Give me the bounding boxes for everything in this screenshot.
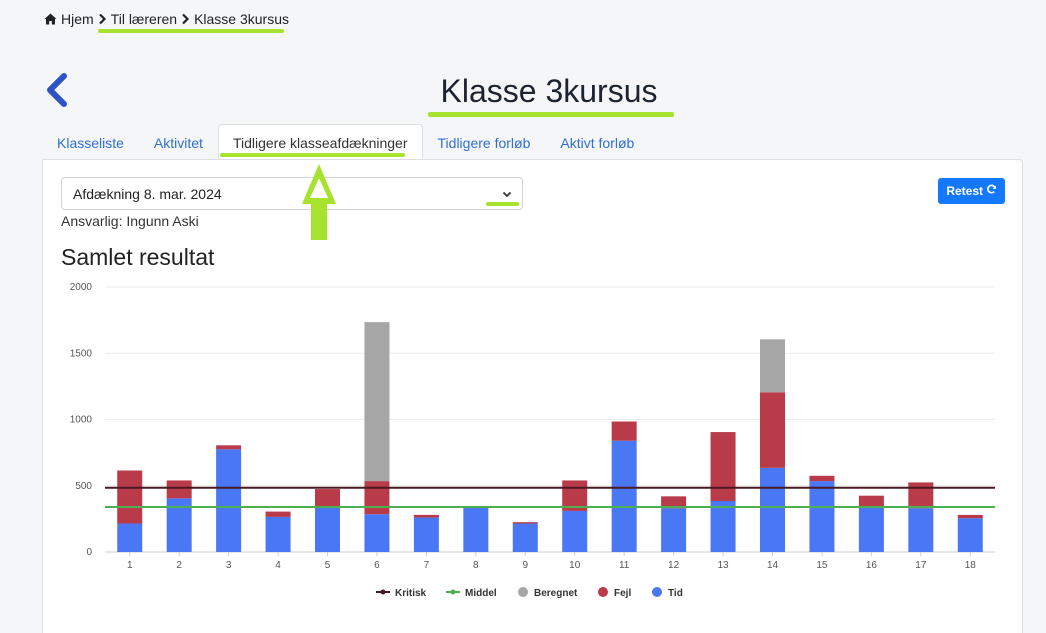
x-tick-label: 12 [668, 560, 680, 571]
y-tick-label: 500 [75, 481, 92, 492]
bar-tid-6 [364, 514, 390, 552]
bar-fejl-18 [957, 514, 983, 519]
chevron-down-icon [501, 187, 513, 203]
legend-label-middel: Middel [465, 588, 497, 599]
highlight-underline [428, 112, 674, 117]
bar-fejl-13 [710, 432, 736, 501]
bar-fejl-15 [809, 475, 835, 482]
x-tick-label: 3 [226, 560, 232, 571]
x-tick-label: 8 [473, 560, 479, 571]
x-tick-label: 9 [522, 560, 528, 571]
bar-tid-3 [216, 449, 242, 552]
bar-tid-14 [760, 467, 785, 552]
chevron-right-icon [181, 13, 190, 25]
x-tick-label: 17 [915, 560, 927, 571]
x-tick-label: 7 [424, 560, 430, 571]
chevron-right-icon [98, 13, 107, 25]
page-title: Klasse 3kursus [440, 73, 658, 109]
bar-fejl-3 [216, 445, 242, 450]
tab-klasseliste[interactable]: Klasseliste [57, 134, 124, 151]
retest-label: Retest [946, 184, 983, 198]
x-tick-label: 14 [767, 560, 779, 571]
bar-fejl-12 [661, 496, 687, 509]
legend-label-tid: Tid [668, 588, 683, 599]
legend-marker-middel [450, 589, 456, 595]
breadcrumb-teacher[interactable]: Til læreren [110, 11, 178, 27]
legend-label-kritisk: Kritisk [395, 588, 427, 599]
bar-fejl-7 [413, 514, 439, 518]
x-tick-label: 6 [374, 560, 380, 571]
tab-aktivt-forloeb[interactable]: Aktivt forløb [560, 134, 635, 151]
x-tick-label: 10 [569, 560, 581, 571]
highlight-underline [486, 202, 519, 206]
assessment-select[interactable]: Afdækning 8. mar. 2024 [61, 177, 523, 210]
bar-fejl-6 [364, 481, 390, 515]
home-icon[interactable] [44, 13, 57, 25]
bar-fejl-17 [908, 482, 934, 509]
bar-tid-16 [858, 507, 884, 552]
bar-tid-18 [957, 518, 983, 552]
breadcrumb-home[interactable]: Hjem [61, 11, 94, 27]
bar-fejl-2 [166, 480, 192, 499]
x-tick-label: 13 [717, 560, 729, 571]
breadcrumb: Hjem Til læreren Klasse 3kursus [44, 11, 289, 27]
x-tick-label: 16 [866, 560, 878, 571]
refresh-icon [986, 184, 997, 198]
content-panel: Afdækning 8. mar. 2024 Ansvarlig: Ingunn… [42, 159, 1023, 633]
bar-beregnet-6 [364, 322, 390, 482]
x-tick-label: 18 [965, 560, 977, 571]
bar-fejl-5 [315, 489, 340, 508]
bar-fejl-14 [760, 392, 785, 468]
y-tick-label: 2000 [70, 282, 93, 293]
highlight-underline [220, 153, 405, 157]
bar-tid-9 [512, 523, 538, 552]
retest-button[interactable]: Retest [938, 178, 1005, 204]
tab-tidligere-forloeb[interactable]: Tidligere forløb [437, 134, 531, 151]
bar-tid-10 [562, 510, 588, 552]
x-tick-label: 4 [275, 560, 281, 571]
breadcrumb-current: Klasse 3kursus [194, 11, 289, 27]
assessment-select-value: Afdækning 8. mar. 2024 [73, 185, 222, 202]
bar-fejl-9 [512, 522, 538, 524]
x-tick-label: 1 [127, 560, 133, 571]
highlight-underline [98, 29, 284, 33]
bar-tid-17 [908, 508, 934, 552]
legend-marker-tid [652, 587, 662, 597]
bar-fejl-4 [265, 511, 291, 517]
responsible-label: Ansvarlig: Ingunn Aski [61, 213, 199, 229]
x-tick-label: 15 [816, 560, 828, 571]
legend-marker-beregnet [518, 587, 528, 597]
bar-tid-8 [463, 507, 489, 552]
bar-tid-11 [611, 440, 637, 552]
bar-fejl-10 [562, 480, 588, 511]
x-tick-label: 2 [176, 560, 182, 571]
legend-label-fejl: Fejl [614, 588, 631, 599]
y-tick-label: 0 [86, 547, 92, 558]
y-tick-label: 1000 [70, 415, 93, 426]
bar-tid-13 [710, 500, 736, 552]
x-tick-label: 11 [619, 560, 630, 571]
bar-tid-1 [117, 523, 143, 552]
legend-label-beregnet: Beregnet [534, 588, 578, 599]
annotation-arrow-icon [300, 162, 338, 247]
back-arrow-icon[interactable] [40, 70, 74, 110]
section-title: Samlet resultat [61, 244, 215, 270]
bar-fejl-11 [611, 421, 637, 441]
bar-tid-12 [661, 508, 687, 552]
bar-fejl-16 [858, 495, 884, 508]
tab-aktivitet[interactable]: Aktivitet [153, 134, 203, 151]
legend-marker-fejl [598, 587, 608, 597]
bar-tid-5 [315, 507, 340, 552]
bar-tid-7 [413, 517, 439, 552]
y-tick-label: 1500 [70, 348, 93, 359]
bar-tid-4 [265, 516, 291, 552]
bar-fejl-1 [117, 470, 143, 524]
legend-marker-kritisk [380, 589, 386, 595]
x-tick-label: 5 [325, 560, 331, 571]
bar-tid-15 [809, 481, 835, 552]
bar-beregnet-14 [760, 339, 785, 393]
